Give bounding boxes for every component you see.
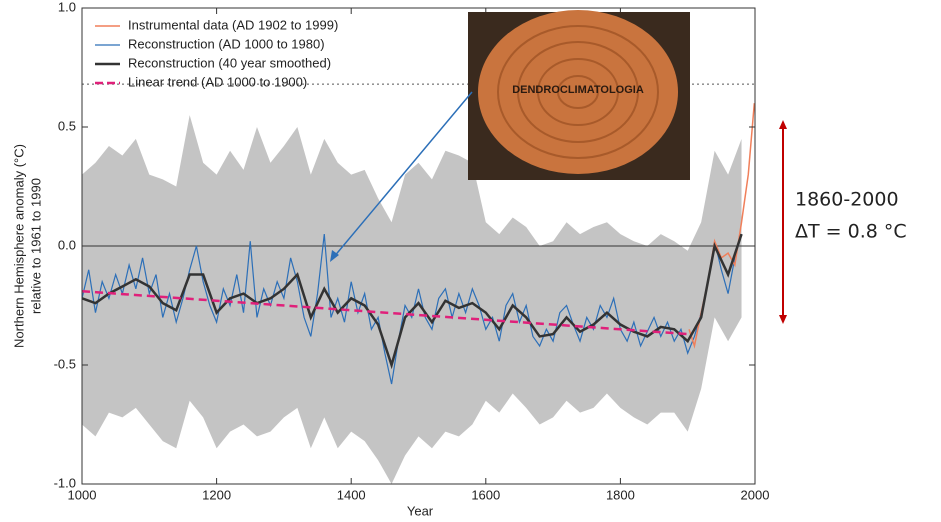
legend-label: Instrumental data (AD 1902 to 1999) bbox=[128, 17, 338, 32]
y-axis-label: Northern Hemisphere anomaly (°C) bbox=[11, 144, 26, 348]
annotation-text: 1860-2000 bbox=[795, 189, 899, 211]
arrow-head bbox=[779, 315, 787, 324]
legend-label: Reconstruction (40 year smoothed) bbox=[128, 55, 331, 70]
x-tick-label: 2000 bbox=[741, 487, 770, 502]
y-tick-label: 1.0 bbox=[58, 0, 76, 14]
x-tick-label: 1800 bbox=[606, 487, 635, 502]
chart: -1.0-0.50.00.51.010001200140016001800200… bbox=[0, 0, 941, 522]
x-tick-label: 1000 bbox=[68, 487, 97, 502]
y-tick-label: 0.5 bbox=[58, 118, 76, 133]
legend-label: Linear trend (AD 1000 to 1900) bbox=[128, 74, 307, 89]
y-axis-label: relative to 1961 to 1990 bbox=[28, 178, 43, 314]
x-tick-label: 1600 bbox=[471, 487, 500, 502]
annotation: 1860-2000 ΔT = 0.8 °C bbox=[779, 120, 907, 324]
annotation-text: ΔT = 0.8 °C bbox=[795, 221, 907, 243]
x-tick-label: 1400 bbox=[337, 487, 366, 502]
legend-label: Reconstruction (AD 1000 to 1980) bbox=[128, 36, 325, 51]
arrow-head bbox=[779, 120, 787, 129]
x-axis-label: Year bbox=[407, 503, 434, 518]
x-tick-label: 1200 bbox=[202, 487, 231, 502]
image-label: DENDROCLIMATOLOGIA bbox=[512, 84, 644, 96]
y-tick-label: 0.0 bbox=[58, 237, 76, 252]
y-tick-label: -0.5 bbox=[54, 356, 76, 371]
